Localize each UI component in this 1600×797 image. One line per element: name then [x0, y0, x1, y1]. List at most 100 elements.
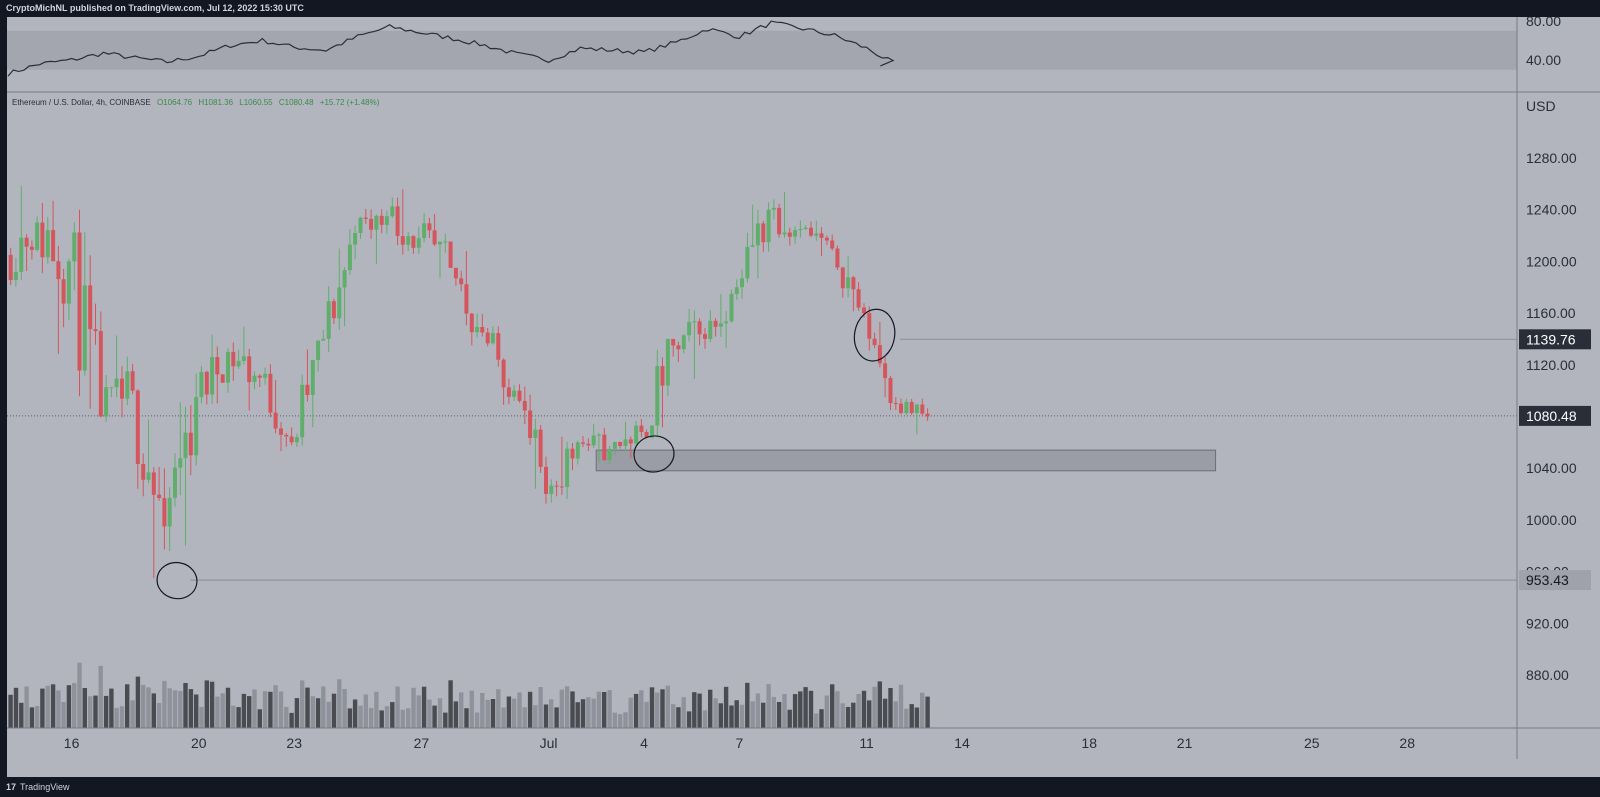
volume-bar	[517, 692, 522, 728]
candle-body	[596, 434, 601, 436]
candle-body	[485, 332, 490, 344]
candle-body	[501, 359, 506, 388]
volume-bar	[114, 707, 119, 728]
candle-body	[194, 397, 199, 456]
candle-body	[263, 373, 268, 378]
volume-bar	[867, 700, 872, 728]
candle-body	[512, 390, 517, 397]
volume-bar	[909, 704, 914, 728]
candle-body	[215, 357, 220, 375]
volume-bar	[437, 698, 443, 728]
volume-bar	[676, 707, 681, 728]
price-label-box	[1519, 405, 1591, 426]
candle-body	[8, 254, 13, 280]
volume-bar	[904, 708, 909, 728]
price-axis[interactable]: 1280.00 1240.00 1200.00 1160.00 1120.00 1080.…	[1526, 150, 1577, 683]
price-tick-label: 1240.00	[1526, 202, 1577, 218]
candle-body	[771, 207, 776, 210]
candle-body	[432, 230, 437, 245]
volume-bar	[8, 694, 13, 728]
time-tick-label: 21	[1177, 735, 1193, 751]
candle-body	[914, 404, 919, 413]
volume-bar	[146, 687, 151, 728]
volume-bar	[443, 712, 448, 728]
candle-body	[247, 356, 252, 383]
support-zone-group	[595, 449, 1217, 472]
volume-bar	[400, 709, 405, 728]
volume-bar	[257, 709, 262, 728]
annotation-circle	[853, 308, 896, 362]
volume-bar	[469, 690, 474, 728]
volume-bar	[776, 702, 782, 728]
volume-bar	[835, 691, 840, 728]
candle-body	[151, 472, 156, 495]
time-axis[interactable]: 16 20 23 27 Jul 4 7 11 14 18 21 25 28	[64, 735, 1415, 751]
candle-body	[173, 467, 177, 498]
volume-bar	[289, 712, 294, 728]
candle-body	[300, 384, 305, 438]
candle-body	[422, 223, 427, 239]
candle-body	[824, 237, 829, 241]
volume-bar	[798, 691, 803, 728]
volume-bar	[792, 694, 798, 728]
candle-body	[872, 338, 877, 346]
candle-body	[628, 439, 633, 444]
candle-body	[888, 378, 893, 403]
volume-bar	[225, 687, 231, 728]
volume-bar	[549, 699, 554, 728]
candle-body	[443, 241, 448, 243]
candle-body	[851, 277, 856, 290]
candle-body	[289, 436, 294, 443]
candle-body	[279, 428, 283, 435]
candle-body	[109, 387, 114, 389]
price-chart[interactable]: 80.00 40.00 Ethereum / U.S. Dollar, 4h, C…	[0, 17, 1600, 777]
volume-bar	[490, 699, 496, 728]
volume-bar	[358, 705, 363, 728]
volume-bar	[591, 698, 596, 728]
volume-bar	[639, 690, 644, 728]
candle-body	[618, 442, 623, 446]
candle-body	[167, 497, 172, 527]
candle-body	[321, 338, 326, 341]
volume-bar	[803, 687, 808, 728]
rsi-panel: 80.00 40.00	[7, 17, 1561, 77]
volume-bar	[782, 694, 787, 728]
volume-bar	[697, 693, 702, 728]
rsi-tick-label: 40.00	[1526, 52, 1561, 68]
candle-body	[120, 378, 124, 399]
time-tick-label: 7	[736, 735, 744, 751]
candle-body	[692, 321, 697, 323]
candle-body	[305, 384, 310, 395]
candle-body	[671, 338, 676, 346]
candle-body	[469, 313, 474, 333]
volume-bar	[522, 707, 527, 728]
volume-bar	[72, 683, 77, 728]
volume-bar	[692, 692, 697, 728]
candle-body	[226, 351, 230, 383]
candle-body	[252, 375, 257, 383]
volume-bar	[660, 689, 665, 728]
volume-bar	[109, 688, 114, 728]
volume-bar	[739, 704, 745, 728]
volume-bar	[347, 708, 353, 728]
volume-bar	[98, 665, 103, 728]
volume-bar	[851, 702, 856, 728]
price-tick-label: 1200.00	[1526, 253, 1577, 269]
time-tick-label: 25	[1304, 735, 1320, 751]
volume-bar	[861, 690, 867, 728]
volume-bar	[379, 710, 384, 728]
volume-bar	[220, 693, 225, 728]
candle-body	[803, 227, 808, 230]
candle-body	[40, 222, 45, 258]
annotation-circle	[633, 435, 675, 473]
time-tick-label: 14	[954, 735, 970, 751]
candle-body	[655, 366, 660, 426]
volume-bar	[771, 696, 776, 728]
rsi-tick-label: 80.00	[1526, 17, 1561, 29]
candle-body	[554, 485, 559, 487]
candle-body	[29, 246, 34, 250]
candle-body	[602, 434, 607, 461]
candle-body	[793, 230, 798, 237]
volume-bar	[723, 686, 729, 728]
volume-bar	[162, 680, 167, 728]
